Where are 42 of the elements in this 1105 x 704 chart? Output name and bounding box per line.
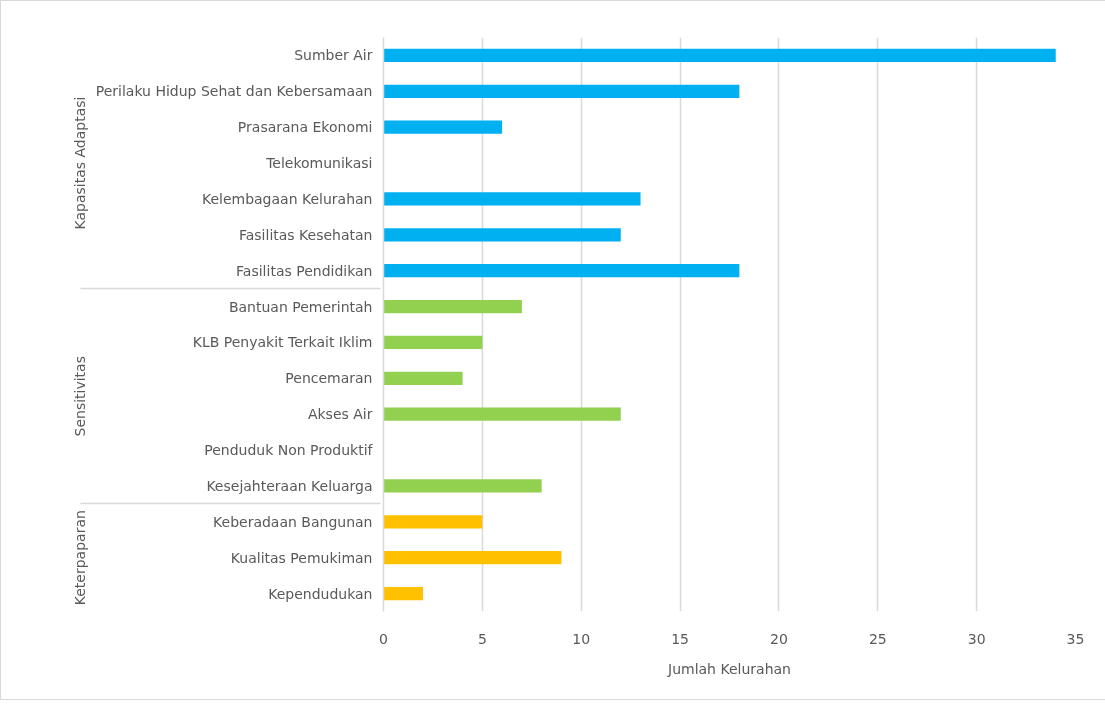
bar xyxy=(383,371,463,385)
x-tick-label: 0 xyxy=(379,630,388,647)
y-tick-label: Penduduk Non Produktif xyxy=(204,442,374,459)
bar xyxy=(383,335,483,350)
y-tick-label: Kelembagaan Kelurahan xyxy=(201,190,373,207)
x-tick-label: 30 xyxy=(967,630,986,647)
x-tick-label: 10 xyxy=(572,630,591,647)
text: Keterpaparan xyxy=(71,510,88,606)
y-tick-label: KLB Penyakit Terkait Iklim xyxy=(192,334,373,351)
bar xyxy=(383,84,740,98)
y-tick-label: Kependudukan xyxy=(268,585,373,602)
y-tick-label: Keberadaan Bangunan xyxy=(213,513,373,530)
bar xyxy=(383,551,562,565)
x-tick-label: 20 xyxy=(770,630,788,647)
x-tick-label: 35 xyxy=(1066,630,1085,647)
x-tick-label: 15 xyxy=(671,630,689,647)
y-tick-label: Perilaku Hidup Sehat dan Kebersamaan xyxy=(95,83,373,100)
bar xyxy=(383,264,740,278)
bar xyxy=(383,299,522,314)
y-tick-label: Kualitas Pemukiman xyxy=(230,549,373,566)
x-tick-label: 25 xyxy=(868,630,887,647)
y-tick-label: Kesejahteraan Keluarga xyxy=(206,477,373,494)
y-tick-label: Akses Air xyxy=(307,406,373,423)
bar xyxy=(383,228,621,242)
y-tick-label: Telekomunikasi xyxy=(265,155,373,172)
y-tick-label: Fasilitas Pendidikan xyxy=(236,262,373,279)
x-axis-title: Jumlah Kelurahan xyxy=(667,660,791,677)
bar xyxy=(383,192,641,206)
text: Kapasitas Adaptasi xyxy=(71,96,88,230)
x-tick-label: 5 xyxy=(477,630,487,647)
y-tick-label: Bantuan Pemerintah xyxy=(228,298,373,315)
y-tick-label: Sumber Air xyxy=(294,47,373,64)
y-tick-label: Pencemaran xyxy=(285,370,373,387)
text: Sensitivitas xyxy=(71,356,88,437)
bar xyxy=(383,407,621,421)
y-tick-label: Fasilitas Kesehatan xyxy=(238,226,373,243)
bar xyxy=(383,515,483,529)
y-tick-label: Prasarana Ekonomi xyxy=(237,119,373,136)
bar xyxy=(383,479,542,493)
bar xyxy=(383,120,503,134)
bar xyxy=(383,586,424,601)
bar xyxy=(383,48,1056,63)
